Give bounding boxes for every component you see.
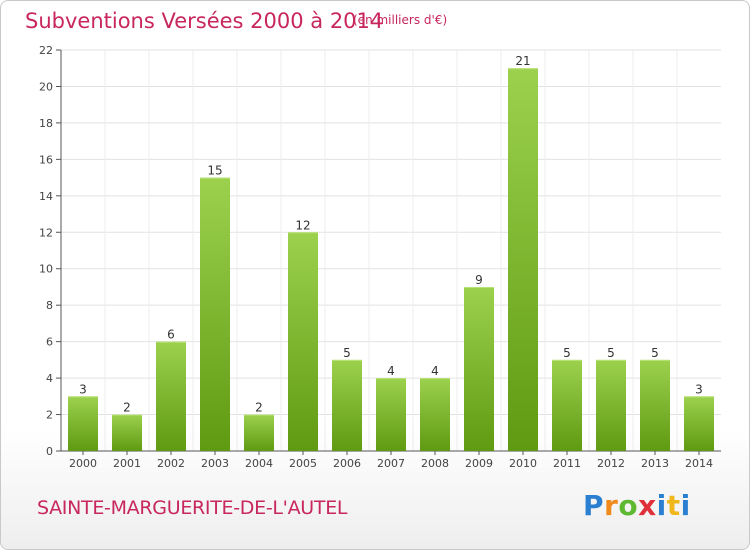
bar <box>376 378 406 451</box>
y-tick-label: 8 <box>46 299 53 312</box>
y-tick-label: 4 <box>46 372 53 385</box>
x-tick-label: 2011 <box>553 457 581 470</box>
x-tick-label: 2014 <box>685 457 713 470</box>
bar <box>464 286 494 451</box>
bar-value-label: 5 <box>607 346 615 360</box>
bar-value-label: 9 <box>475 273 483 287</box>
y-tick-label: 22 <box>39 44 53 57</box>
proxiti-logo: Proxiti <box>583 489 691 522</box>
bar <box>332 359 362 451</box>
bar-value-label: 5 <box>651 346 659 360</box>
y-tick-label: 2 <box>46 409 53 422</box>
bar <box>508 68 538 452</box>
bar <box>684 396 714 451</box>
x-tick-label: 2004 <box>245 457 273 470</box>
x-tick-label: 2003 <box>201 457 229 470</box>
bar <box>640 359 670 451</box>
bar <box>156 341 186 451</box>
bar-value-label: 21 <box>515 54 530 68</box>
x-tick-label: 2012 <box>597 457 625 470</box>
bar-value-label: 15 <box>207 164 222 178</box>
bar-value-label: 2 <box>255 401 263 415</box>
commune-name: SAINTE-MARGUERITE-DE-L'AUTEL <box>37 497 348 519</box>
x-tick-label: 2002 <box>157 457 185 470</box>
y-tick-label: 16 <box>39 153 53 166</box>
bar <box>596 359 626 451</box>
bar-value-label: 5 <box>563 346 571 360</box>
y-tick-label: 12 <box>39 226 53 239</box>
bar-value-label: 4 <box>387 364 395 378</box>
y-tick-label: 18 <box>39 117 53 130</box>
x-tick-label: 2008 <box>421 457 449 470</box>
x-tick-label: 2000 <box>69 457 97 470</box>
chart-title: Subventions Versées 2000 à 2014 <box>25 9 384 33</box>
y-tick-label: 0 <box>46 445 53 458</box>
bar <box>420 378 450 451</box>
bar-value-label: 2 <box>123 401 131 415</box>
bar <box>552 359 582 451</box>
bar-value-label: 3 <box>79 382 87 396</box>
x-tick-label: 2006 <box>333 457 361 470</box>
y-tick-label: 6 <box>46 336 53 349</box>
x-tick-label: 2010 <box>509 457 537 470</box>
bar <box>200 177 230 451</box>
x-tick-label: 2009 <box>465 457 493 470</box>
y-tick-label: 20 <box>39 80 53 93</box>
bar-value-label: 6 <box>167 328 175 342</box>
y-tick-label: 14 <box>39 190 53 203</box>
chart-subtitle: (en milliers d'€) <box>353 13 448 27</box>
bar <box>112 414 142 451</box>
x-tick-label: 2013 <box>641 457 669 470</box>
bar <box>288 232 318 451</box>
bar <box>244 414 274 451</box>
bars <box>68 68 714 452</box>
bar-value-label: 4 <box>431 364 439 378</box>
x-tick-label: 2001 <box>113 457 141 470</box>
bar <box>68 396 98 451</box>
y-tick-label: 10 <box>39 263 53 276</box>
bar-value-label: 12 <box>295 218 310 232</box>
x-tick-label: 2005 <box>289 457 317 470</box>
bar-value-label: 3 <box>695 382 703 396</box>
x-tick-label: 2007 <box>377 457 405 470</box>
labels: 0 2 4 6 8 10 12 14 16 18 20 22 3 2000 2 2001 6 2002 15 2003… <box>39 44 713 470</box>
bar-value-label: 5 <box>343 346 351 360</box>
